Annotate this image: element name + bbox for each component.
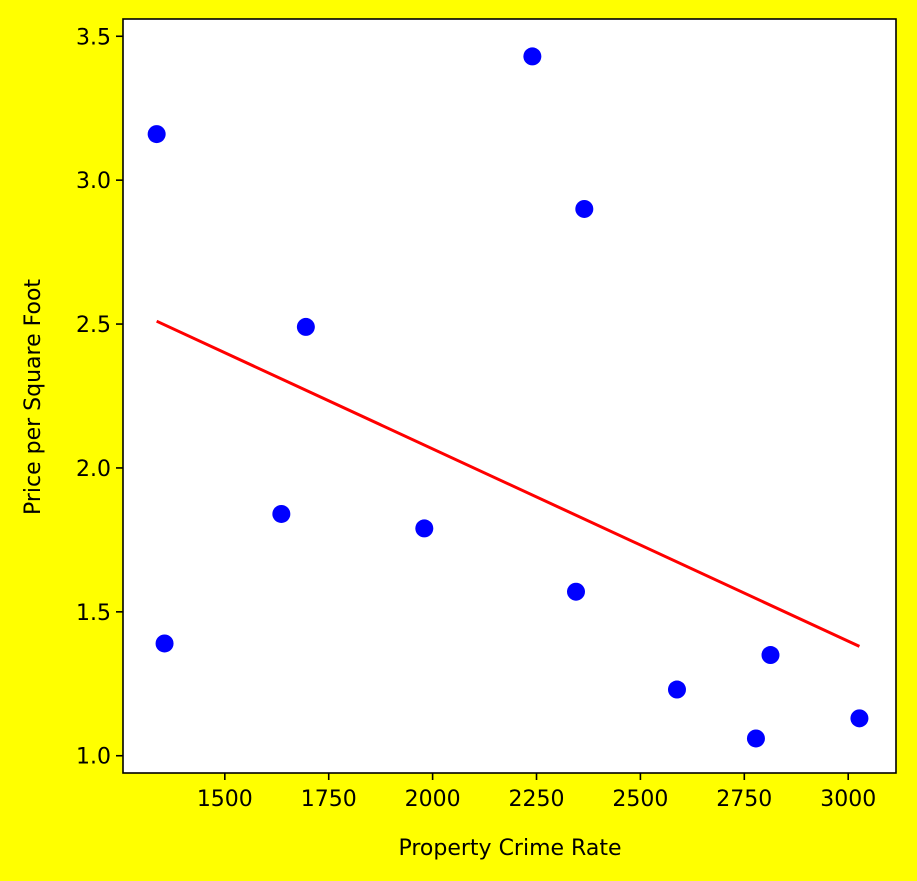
- data-point: [746, 729, 765, 748]
- data-point: [850, 709, 869, 728]
- chart-marks: [147, 47, 869, 748]
- x-tick-label: 2000: [405, 787, 461, 812]
- data-point: [761, 646, 780, 665]
- data-point: [575, 199, 594, 218]
- plot-area: [123, 19, 896, 773]
- plot-frame: [122, 18, 897, 774]
- x-axis-ticks: 1500 1750 2000 2250 2500 2750 3000: [197, 773, 876, 812]
- x-tick-label: 1500: [197, 787, 253, 812]
- y-axis-ticks: 1.0 1.5 2.0 2.5 3.0 3.5: [76, 25, 123, 770]
- data-point: [296, 317, 315, 336]
- x-tick-label: 1750: [301, 787, 357, 812]
- data-point: [566, 582, 585, 601]
- y-tick-label: 2.0: [76, 457, 111, 482]
- y-tick-label: 3.0: [76, 169, 111, 194]
- y-tick-label: 1.0: [76, 745, 111, 770]
- data-point: [272, 504, 291, 523]
- y-tick-label: 1.5: [76, 601, 111, 626]
- x-tick-label: 2750: [716, 787, 772, 812]
- trend-line: [156, 319, 861, 648]
- data-point: [415, 519, 434, 538]
- data-point: [155, 634, 174, 653]
- x-tick-label: 2500: [612, 787, 668, 812]
- x-tick-label: 2250: [509, 787, 565, 812]
- y-tick-label: 2.5: [76, 313, 111, 338]
- data-point: [667, 680, 686, 699]
- x-tick-label: 3000: [820, 787, 876, 812]
- y-tick-label: 3.5: [76, 25, 111, 50]
- data-point: [523, 47, 542, 66]
- data-point: [147, 125, 166, 144]
- y-axis-label: Price per Square Foot: [21, 279, 46, 515]
- x-axis-label: Property Crime Rate: [398, 836, 621, 861]
